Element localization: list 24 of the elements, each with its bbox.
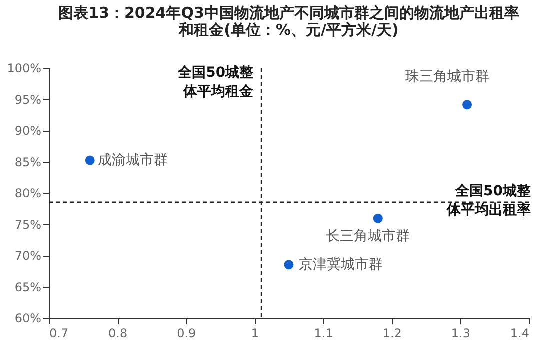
y-tick-label: 65% — [14, 280, 42, 294]
series-label: 珠三角城市群 — [405, 68, 490, 85]
x-tick-label: 1.2 — [382, 326, 402, 340]
series-label: 京津冀城市群 — [299, 256, 383, 273]
x-tick-label: 0.7 — [50, 326, 69, 340]
y-tick-label: 70% — [14, 249, 42, 263]
x-tick-label: 1.3 — [451, 326, 470, 340]
y-tick-label: 90% — [14, 124, 42, 138]
x-tick-label: 0.9 — [177, 326, 196, 340]
x-tick-label: 1.4 — [510, 326, 530, 340]
series-label: 成渝城市群 — [98, 152, 168, 168]
y-tick-label: 60% — [14, 312, 42, 326]
y-tick-label: 95% — [14, 92, 42, 107]
y-tick-label: 85% — [14, 155, 42, 170]
x-tick-label: 0.8 — [108, 326, 128, 340]
series-label: 长三角城市群 — [326, 228, 410, 245]
ref-line-label: 全国50城整体平均租金 — [177, 65, 255, 100]
y-tick-label: 75% — [14, 218, 42, 232]
chart-title: 图表13：2024年Q3中国物流地产不同城市群之间的物流地产出租率和租金(单位：%、元/平方米/天) — [58, 4, 520, 39]
ref-line-label: 全国50城整体平均出租率 — [446, 183, 532, 218]
x-tick-label: 1 — [251, 326, 260, 340]
y-tick-label: 80% — [14, 186, 42, 200]
y-tick-label: 100% — [7, 62, 42, 76]
x-tick-label: 1.1 — [314, 326, 334, 340]
